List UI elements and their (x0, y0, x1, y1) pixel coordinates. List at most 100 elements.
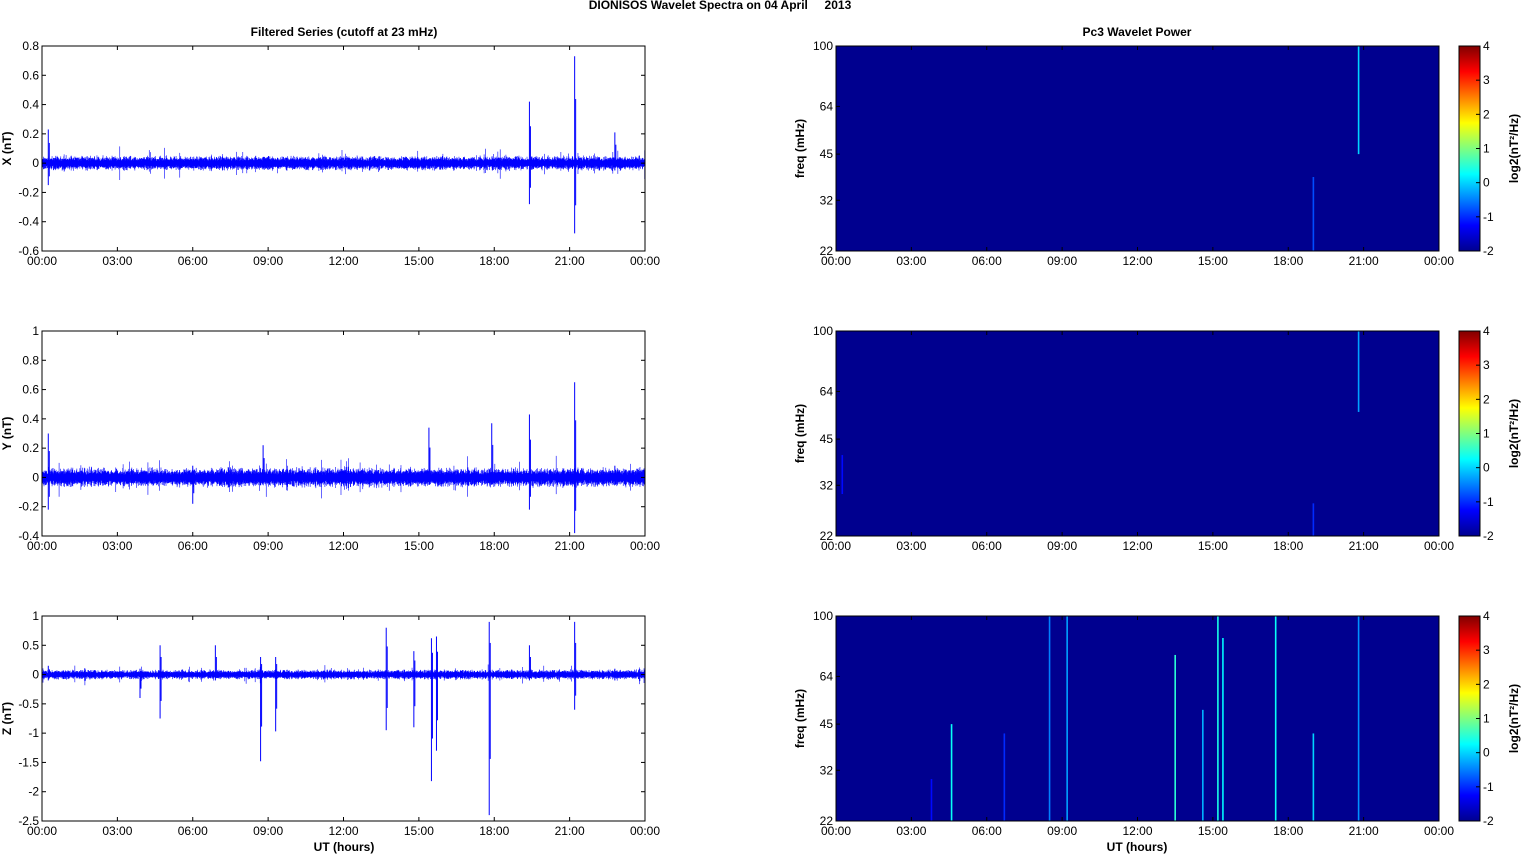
y-tick-label: 22 (820, 244, 834, 258)
heatmap-streak (1048, 616, 1051, 821)
y-tick-label: 0.2 (22, 441, 39, 455)
x-tick-label: 12:00 (1122, 824, 1152, 838)
heatmap-streak (1312, 177, 1315, 251)
x-tick-label: 18:00 (1273, 539, 1303, 553)
y-tick-label: 0 (32, 668, 39, 682)
y-tick-label: -1.5 (18, 755, 39, 769)
y-tick-label: 1 (32, 609, 39, 623)
heatmap-streak (1357, 46, 1360, 155)
x-tick-label: 21:00 (555, 254, 585, 268)
heatmap-streak (1357, 331, 1360, 412)
heatmap-streak (841, 455, 844, 495)
heatmap-streak (1357, 616, 1360, 821)
x-tick-label: 12:00 (328, 539, 358, 553)
y-tick-label: 0.4 (22, 98, 39, 112)
heatmap-streak (1274, 616, 1277, 821)
x-tick-label: 06:00 (972, 254, 1002, 268)
heatmap-streak (1312, 503, 1315, 536)
y-axis-label: Y (nT) (0, 417, 14, 451)
x-tick-label: 00:00 (821, 254, 851, 268)
y-tick-label: -0.2 (18, 185, 39, 199)
main-title: DIONISOS Wavelet Spectra on 04 April 201… (589, 0, 852, 12)
x-tick-label: 12:00 (1122, 539, 1152, 553)
colorbar-tick-label: 2 (1483, 392, 1490, 406)
y-tick-label: 22 (820, 814, 834, 828)
plot-area (42, 46, 645, 251)
x-tick-label: 12:00 (328, 254, 358, 268)
colorbar-tick-label: 0 (1483, 176, 1490, 190)
colorbar-tick-label: 0 (1483, 746, 1490, 760)
panels: 0.80.60.40.20-0.2-0.4-0.600:00 03:00 06:00… (0, 39, 1521, 838)
x-tick-label: 00:00 (1424, 254, 1454, 268)
colorbar-tick-label: -1 (1483, 780, 1494, 794)
heatmap-background (836, 46, 1439, 251)
heatmap-background (836, 616, 1439, 821)
x-tick-label: 18:00 (479, 824, 509, 838)
x-tick-label: 00:00 (630, 824, 660, 838)
y-tick-label: 45 (820, 147, 834, 161)
x-tick-label: 03:00 (896, 824, 926, 838)
x-tick-label: 09:00 (1047, 824, 1077, 838)
x-tick-label: 06:00 (178, 824, 208, 838)
y-tick-label: 0 (32, 470, 39, 484)
colorbar-tick-label: 4 (1483, 609, 1490, 623)
y-tick-label: 64 (820, 99, 834, 113)
heatmap-streak (930, 779, 933, 821)
colorbar-tick-label: 3 (1483, 358, 1490, 372)
x-axis-label-right: UT (hours) (1107, 840, 1168, 854)
colorbar-tick-label: 1 (1483, 712, 1490, 726)
x-tick-label: 12:00 (1122, 254, 1152, 268)
colorbar-tick-label: -2 (1483, 814, 1494, 828)
heatmap-streak (1217, 616, 1219, 821)
line-panel-3: 10.50-0.5-1-1.5-2-2.500:00 03:00 06:00 09:0… (0, 609, 660, 838)
heatmap-streak (1312, 733, 1315, 821)
x-tick-label: 00:00 (1424, 539, 1454, 553)
colorbar-tick-label: 0 (1483, 461, 1490, 475)
y-tick-label: 32 (820, 478, 834, 492)
x-tick-label: 03:00 (102, 254, 132, 268)
heatmap-streak (1174, 654, 1176, 821)
plot-area (42, 331, 645, 536)
x-tick-label: 15:00 (1198, 824, 1228, 838)
x-tick-label: 21:00 (1349, 824, 1379, 838)
y-tick-label: 0.4 (22, 412, 39, 426)
heatmap-streak (1066, 616, 1068, 821)
x-tick-label: 00:00 (27, 824, 57, 838)
y-tick-label: 0.6 (22, 68, 39, 82)
y-tick-label: -2 (28, 785, 39, 799)
x-tick-label: 09:00 (253, 254, 283, 268)
y-axis-label: X (nT) (0, 132, 14, 166)
colorbar-tick-label: 1 (1483, 427, 1490, 441)
x-tick-label: 21:00 (555, 824, 585, 838)
colorbar-tick-label: 2 (1483, 677, 1490, 691)
y-axis-label: freq (mHz) (793, 404, 807, 463)
y-tick-label: 0.5 (22, 638, 39, 652)
colorbar-tick-label: 3 (1483, 643, 1490, 657)
x-tick-label: 09:00 (1047, 539, 1077, 553)
x-tick-label: 03:00 (102, 539, 132, 553)
x-tick-label: 15:00 (1198, 539, 1228, 553)
y-tick-label: 100 (813, 324, 833, 338)
x-tick-label: 09:00 (253, 539, 283, 553)
y-tick-label: 0.2 (22, 127, 39, 141)
x-tick-label: 03:00 (896, 254, 926, 268)
x-tick-label: 06:00 (178, 539, 208, 553)
y-tick-label: 100 (813, 39, 833, 53)
y-tick-label: 64 (820, 669, 834, 683)
x-tick-label: 03:00 (102, 824, 132, 838)
colorbar-tick-label: 2 (1483, 107, 1490, 121)
x-tick-label: 06:00 (178, 254, 208, 268)
y-tick-label: 0.8 (22, 353, 39, 367)
colorbar-label: log2(nT²/Hz) (1507, 399, 1521, 468)
y-tick-label: -0.5 (18, 697, 39, 711)
x-tick-label: 00:00 (821, 539, 851, 553)
x-tick-label: 03:00 (896, 539, 926, 553)
y-tick-label: 32 (820, 763, 834, 777)
y-tick-label: 0 (32, 156, 39, 170)
y-tick-label: 100 (813, 609, 833, 623)
x-axis-label-left: UT (hours) (314, 840, 375, 854)
x-tick-label: 00:00 (630, 539, 660, 553)
